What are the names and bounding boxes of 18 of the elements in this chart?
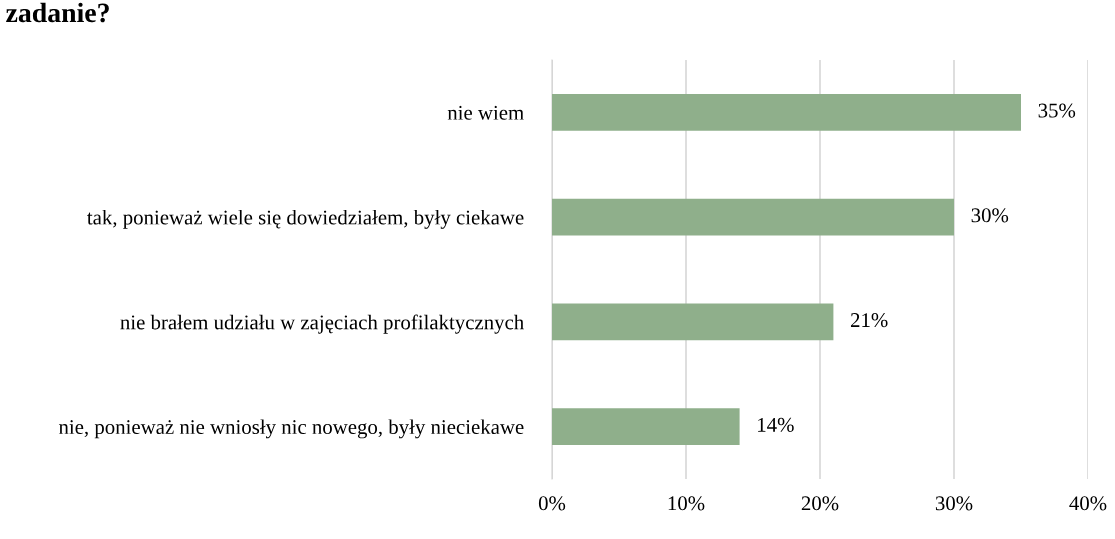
bar xyxy=(552,408,740,445)
data-label: 30% xyxy=(971,208,1009,223)
x-tick-label: 0% xyxy=(538,496,566,511)
y-tick-label: nie brałem udziału w zajęciach profilaktycznych xyxy=(120,314,524,334)
data-label: 14% xyxy=(758,417,794,432)
data-label: 21% xyxy=(850,313,888,328)
y-tick-label: nie wiem xyxy=(447,105,524,120)
bar xyxy=(552,198,954,236)
y-tick-label: nie, ponieważ nie wniosły nic nowego, były nieciekawe xyxy=(58,419,524,439)
x-tick-label: 10% xyxy=(668,496,705,511)
data-label: 35% xyxy=(1038,103,1076,118)
x-tick-label: 30% xyxy=(935,496,973,511)
text: zadanie? xyxy=(6,2,109,23)
x-tick-label: 20% xyxy=(801,496,839,511)
bar xyxy=(552,94,1021,131)
bar xyxy=(552,303,834,341)
x-tick-label: 40% xyxy=(1069,496,1107,511)
y-tick-label: tak, ponieważ wiele się dowiedziałem, były ciekawe xyxy=(87,209,524,229)
